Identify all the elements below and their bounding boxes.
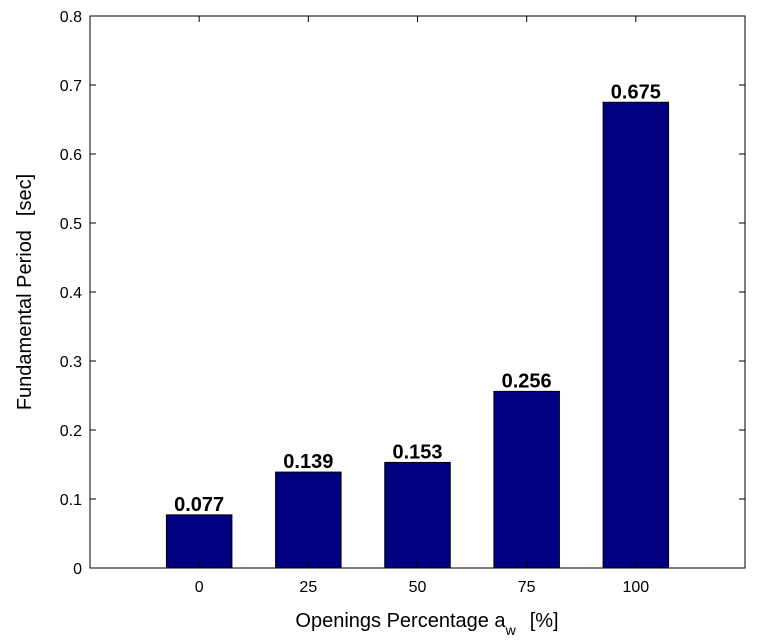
x-axis-label-subscript: w (505, 622, 517, 638)
y-tick-label: 0.3 (60, 354, 82, 371)
bar-25 (275, 471, 342, 569)
y-axis-label-unit: [sec] (14, 174, 36, 216)
x-tick-label: 25 (299, 579, 317, 596)
x-tick-label: 50 (409, 579, 427, 596)
y-tick-label: 0.8 (60, 9, 82, 26)
x-axis-label-unit: [%] (530, 610, 559, 632)
y-axis-label-main: Fundamental Period (14, 230, 36, 410)
bar-100 (602, 101, 670, 569)
y-tick-label: 0 (73, 561, 82, 578)
x-axis-label-main: Openings Percentage a (295, 610, 506, 632)
data-label-25: 0.139 (283, 451, 333, 473)
y-tick-label: 0.5 (60, 216, 82, 233)
x-tick-label: 100 (622, 579, 649, 596)
y-tick-label: 0.1 (60, 492, 82, 509)
bar-0 (165, 514, 233, 569)
bars-group (165, 101, 670, 569)
bar-75 (493, 390, 560, 569)
data-labels-group: 0.077 0.139 0.153 0.256 0.675 (174, 81, 661, 516)
y-tick-label: 0.2 (60, 423, 82, 440)
y-axis-ticks: 0 0.1 0.2 0.3 0.4 0.5 0.6 0.7 0.8 (60, 9, 745, 578)
y-tick-label: 0.6 (60, 147, 82, 164)
data-label-100: 0.675 (611, 81, 661, 103)
y-axis-label: Fundamental Period [sec] (14, 174, 36, 410)
bar-50 (384, 461, 451, 569)
x-tick-label: 0 (195, 579, 204, 596)
data-label-0: 0.077 (174, 494, 224, 516)
y-tick-label: 0.4 (60, 285, 82, 302)
x-axis-label: Openings Percentage aw [%] (295, 610, 558, 638)
data-label-75: 0.256 (502, 370, 552, 392)
x-tick-label: 75 (518, 579, 536, 596)
data-label-50: 0.153 (392, 441, 442, 463)
x-axis-ticks: 0 25 50 75 100 (195, 16, 649, 596)
y-tick-label: 0.7 (60, 78, 82, 95)
